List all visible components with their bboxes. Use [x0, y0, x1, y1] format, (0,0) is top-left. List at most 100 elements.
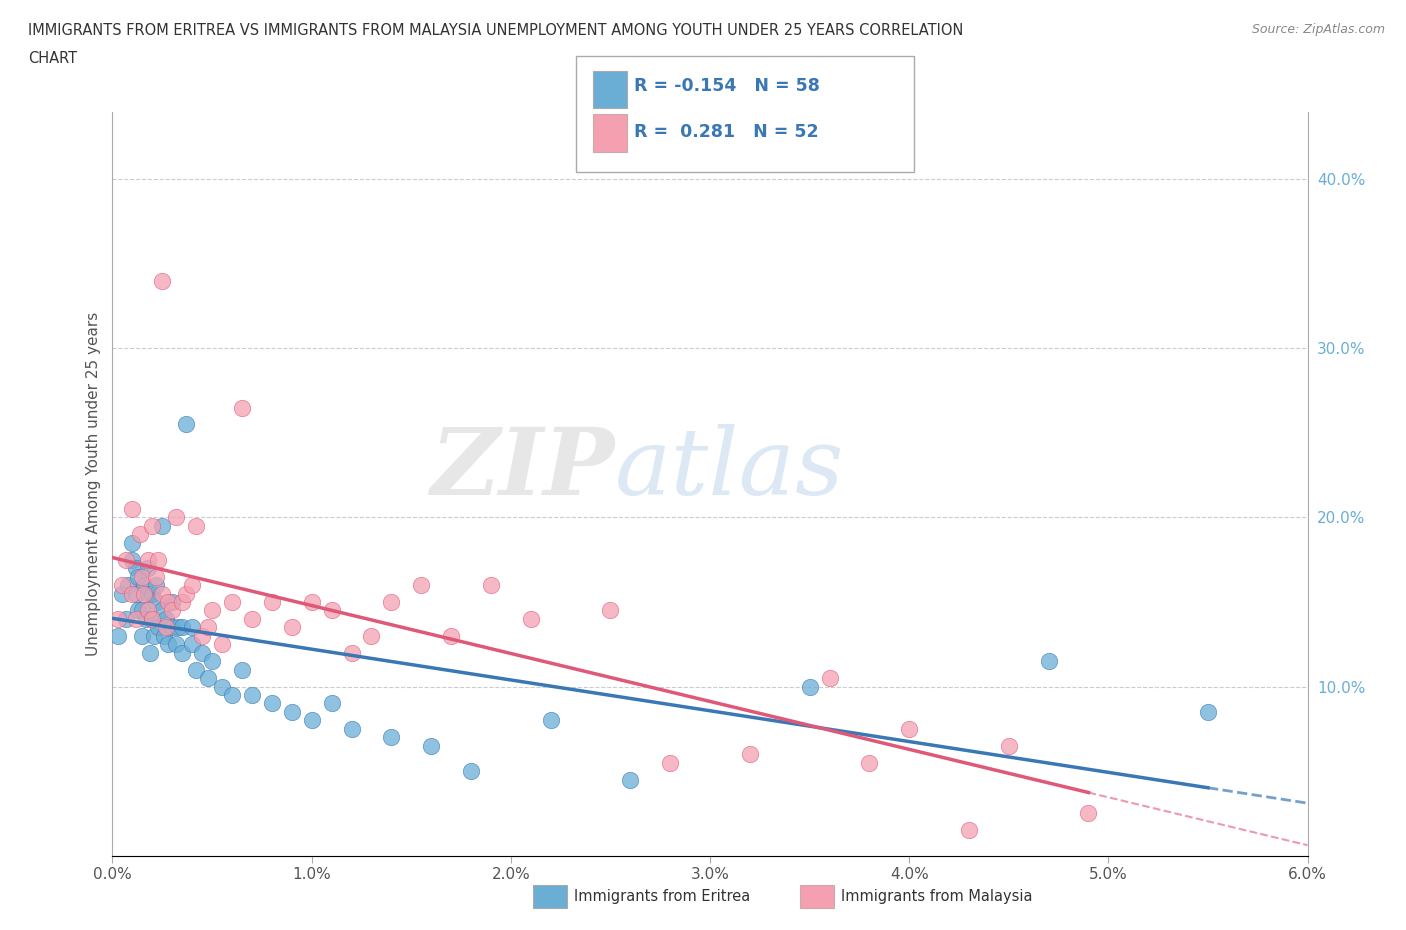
Text: CHART: CHART	[28, 51, 77, 66]
Point	[121, 586, 143, 601]
Point	[145, 578, 167, 592]
Point	[818, 671, 841, 685]
Point	[141, 518, 163, 533]
Point	[172, 620, 194, 635]
Point	[174, 417, 197, 432]
Point	[157, 594, 180, 609]
Point	[172, 594, 194, 609]
Point	[131, 629, 153, 644]
Point	[127, 569, 149, 584]
Point	[301, 713, 323, 728]
Point	[139, 645, 162, 660]
Point	[231, 400, 253, 415]
Point	[858, 755, 880, 770]
Point	[121, 536, 143, 551]
Point	[157, 637, 180, 652]
Point	[141, 586, 163, 601]
Point	[197, 620, 219, 635]
Point	[240, 611, 263, 626]
Point	[201, 654, 224, 669]
Point	[117, 578, 139, 592]
Point	[181, 637, 204, 652]
Point	[340, 645, 363, 660]
Point	[186, 662, 208, 677]
Text: R =  0.281   N = 52: R = 0.281 N = 52	[634, 123, 818, 141]
Point	[138, 561, 160, 576]
Point	[155, 611, 177, 626]
Point	[321, 603, 343, 618]
Point	[125, 561, 148, 576]
Point	[619, 772, 641, 787]
Point	[138, 586, 160, 601]
Point	[211, 637, 233, 652]
Point	[738, 747, 761, 762]
Point	[420, 738, 443, 753]
Point	[360, 629, 382, 644]
Text: Immigrants from Eritrea: Immigrants from Eritrea	[574, 889, 749, 904]
Point	[1038, 654, 1060, 669]
Text: Source: ZipAtlas.com: Source: ZipAtlas.com	[1251, 23, 1385, 36]
Text: ZIP: ZIP	[430, 424, 614, 513]
Point	[479, 578, 502, 592]
Point	[260, 696, 283, 711]
Point	[141, 611, 163, 626]
Point	[898, 722, 921, 737]
Point	[111, 578, 134, 592]
Point	[150, 273, 173, 288]
Point	[540, 713, 562, 728]
Point	[440, 629, 463, 644]
Point	[211, 679, 233, 694]
Point	[172, 645, 194, 660]
Point	[181, 578, 204, 592]
Text: Immigrants from Malaysia: Immigrants from Malaysia	[841, 889, 1032, 904]
Point	[957, 823, 980, 838]
Point	[165, 637, 187, 652]
Point	[115, 552, 138, 567]
Point	[197, 671, 219, 685]
Point	[107, 611, 129, 626]
Point	[162, 620, 183, 635]
Point	[127, 603, 149, 618]
Point	[321, 696, 343, 711]
Point	[520, 611, 543, 626]
Point	[162, 594, 183, 609]
Point	[167, 620, 190, 635]
Point	[460, 764, 482, 778]
Point	[155, 620, 177, 635]
Point	[148, 620, 170, 635]
Point	[134, 578, 156, 592]
Point	[221, 687, 243, 702]
Point	[998, 738, 1021, 753]
Point	[125, 611, 148, 626]
Point	[145, 594, 167, 609]
Point	[221, 594, 243, 609]
Point	[165, 510, 187, 525]
Text: IMMIGRANTS FROM ERITREA VS IMMIGRANTS FROM MALAYSIA UNEMPLOYMENT AMONG YOUTH UND: IMMIGRANTS FROM ERITREA VS IMMIGRANTS FR…	[28, 23, 963, 38]
Point	[141, 611, 163, 626]
Point	[281, 704, 304, 719]
Point	[191, 629, 214, 644]
Point	[281, 620, 304, 635]
Point	[799, 679, 821, 694]
Point	[121, 501, 143, 516]
Point	[1197, 704, 1219, 719]
Text: R = -0.154   N = 58: R = -0.154 N = 58	[634, 76, 820, 95]
Point	[301, 594, 323, 609]
Text: atlas: atlas	[614, 424, 844, 513]
Point	[148, 552, 170, 567]
Point	[150, 586, 173, 601]
Point	[131, 569, 153, 584]
Point	[115, 611, 138, 626]
Point	[380, 594, 402, 609]
Point	[145, 569, 167, 584]
Point	[340, 722, 363, 737]
Point	[125, 586, 148, 601]
Point	[260, 594, 283, 609]
Point	[231, 662, 253, 677]
Point	[181, 620, 204, 635]
Point	[150, 603, 173, 618]
Point	[107, 629, 129, 644]
Point	[138, 603, 160, 618]
Point	[143, 629, 166, 644]
Point	[150, 518, 173, 533]
